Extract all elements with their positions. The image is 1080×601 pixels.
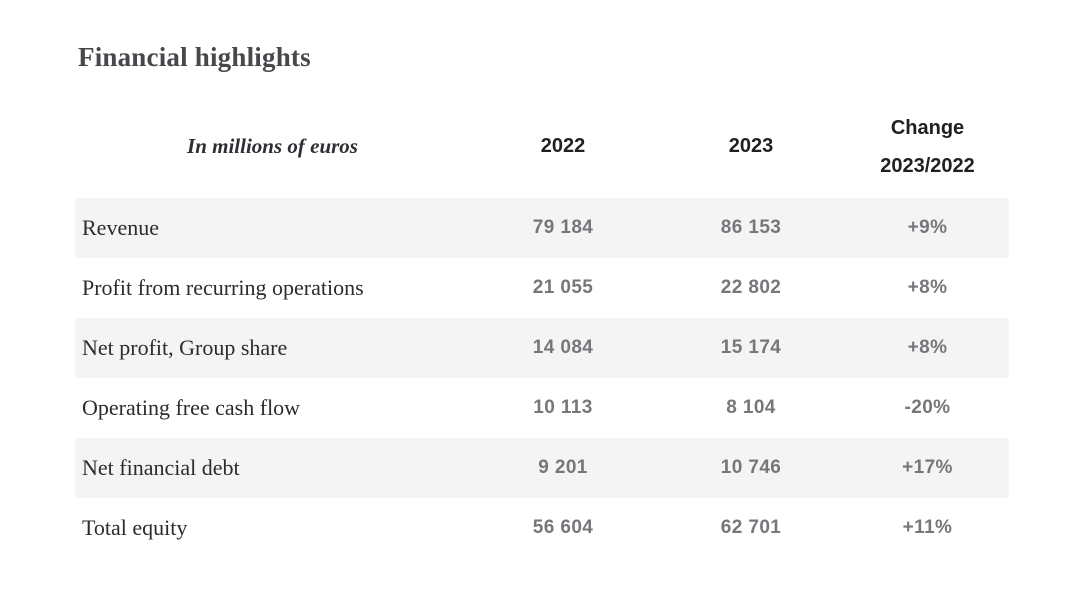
- unit-column-header: In millions of euros: [187, 134, 358, 158]
- value-2022: 14 084: [532, 337, 594, 358]
- table-header-row: In millions of euros 2022 2023 Change 20…: [75, 95, 1009, 198]
- row-label: Net profit, Group share: [82, 335, 288, 360]
- page-title: Financial highlights: [78, 42, 311, 73]
- row-label: Operating free cash flow: [82, 395, 301, 420]
- table-row: Total equity 56 604 62 701 +11%: [75, 498, 1009, 558]
- value-change: -20%: [904, 397, 951, 418]
- value-2023: 86 153: [720, 217, 782, 238]
- row-label: Net financial debt: [82, 455, 240, 480]
- value-change: +8%: [907, 277, 948, 298]
- value-2023: 22 802: [720, 277, 782, 298]
- value-2023: 62 701: [720, 517, 782, 538]
- value-2022: 10 113: [533, 397, 593, 418]
- value-2023: 10 746: [720, 457, 782, 478]
- financial-highlights-table: In millions of euros 2022 2023 Change 20…: [75, 95, 1009, 558]
- value-change: +11%: [902, 517, 953, 538]
- change-header-line1: Change: [890, 116, 965, 139]
- value-change: +9%: [907, 217, 948, 238]
- column-header-2023: 2023: [728, 135, 774, 157]
- table-row: Operating free cash flow 10 113 8 104 -2…: [75, 378, 1009, 438]
- value-2022: 9 201: [538, 457, 588, 478]
- table-row: Profit from recurring operations 21 055 …: [75, 258, 1009, 318]
- change-header-line2: 2023/2022: [880, 154, 975, 177]
- column-header-change: Change 2023/2022: [846, 109, 1009, 185]
- value-2023: 15 174: [720, 337, 782, 358]
- value-2023: 8 104: [726, 397, 776, 418]
- table-row: Net profit, Group share 14 084 15 174 +8…: [75, 318, 1009, 378]
- value-2022: 79 184: [532, 217, 594, 238]
- row-label: Profit from recurring operations: [82, 275, 364, 300]
- column-header-2022: 2022: [540, 135, 586, 157]
- value-2022: 56 604: [532, 517, 594, 538]
- value-2022: 21 055: [532, 277, 594, 298]
- value-change: +17%: [902, 457, 953, 478]
- value-change: +8%: [907, 337, 948, 358]
- row-label: Total equity: [82, 515, 188, 540]
- table-row: Net financial debt 9 201 10 746 +17%: [75, 438, 1009, 498]
- table-row: Revenue 79 184 86 153 +9%: [75, 198, 1009, 258]
- row-label: Revenue: [82, 215, 159, 240]
